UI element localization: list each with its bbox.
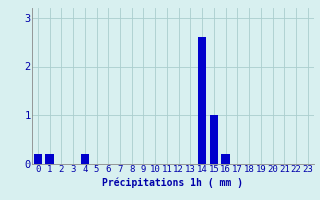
Bar — [198, 37, 206, 164]
Bar — [45, 154, 54, 164]
Bar — [81, 154, 89, 164]
X-axis label: Précipitations 1h ( mm ): Précipitations 1h ( mm ) — [102, 177, 243, 188]
Bar — [34, 154, 42, 164]
Bar — [221, 154, 230, 164]
Bar — [210, 115, 218, 164]
